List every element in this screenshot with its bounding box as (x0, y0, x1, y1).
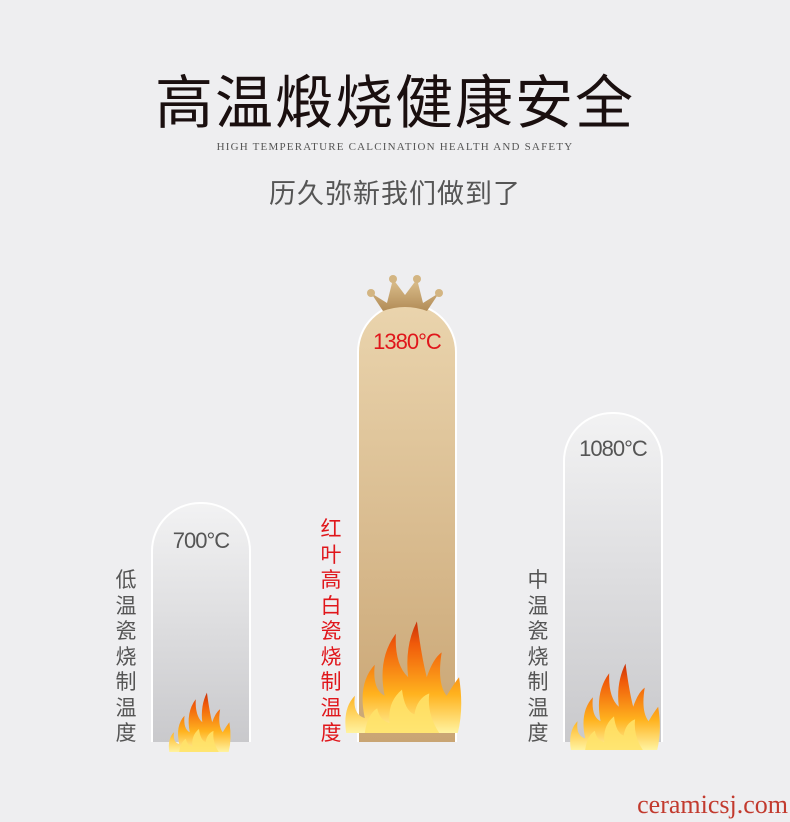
bar-label-low: 低温瓷烧制温度 (115, 569, 137, 745)
temperature-label: 700°C (172, 528, 230, 553)
watermark: ceramicsj.com (637, 790, 788, 819)
page-title: 高温煅烧健康安全 (154, 69, 635, 137)
bar-low-temperature: 700°C (151, 502, 251, 742)
flame-icon (345, 621, 462, 733)
tagline: 历久弥新我们做到了 (269, 179, 521, 209)
flame-icon (570, 663, 660, 750)
bar-medium-temperature: 1080°C (563, 412, 663, 742)
bar-label-high: 红叶高白瓷烧制温度 (320, 518, 342, 745)
temperature-label: 1080°C (579, 436, 648, 461)
flame-icon (168, 692, 231, 752)
bar-label-medium: 中温瓷烧制温度 (527, 569, 549, 745)
crown-icon (367, 275, 443, 311)
english-subtitle: HIGH TEMPERATURE CALCINATION HEALTH AND … (216, 141, 574, 153)
temperature-label: 1380°C (373, 329, 442, 354)
